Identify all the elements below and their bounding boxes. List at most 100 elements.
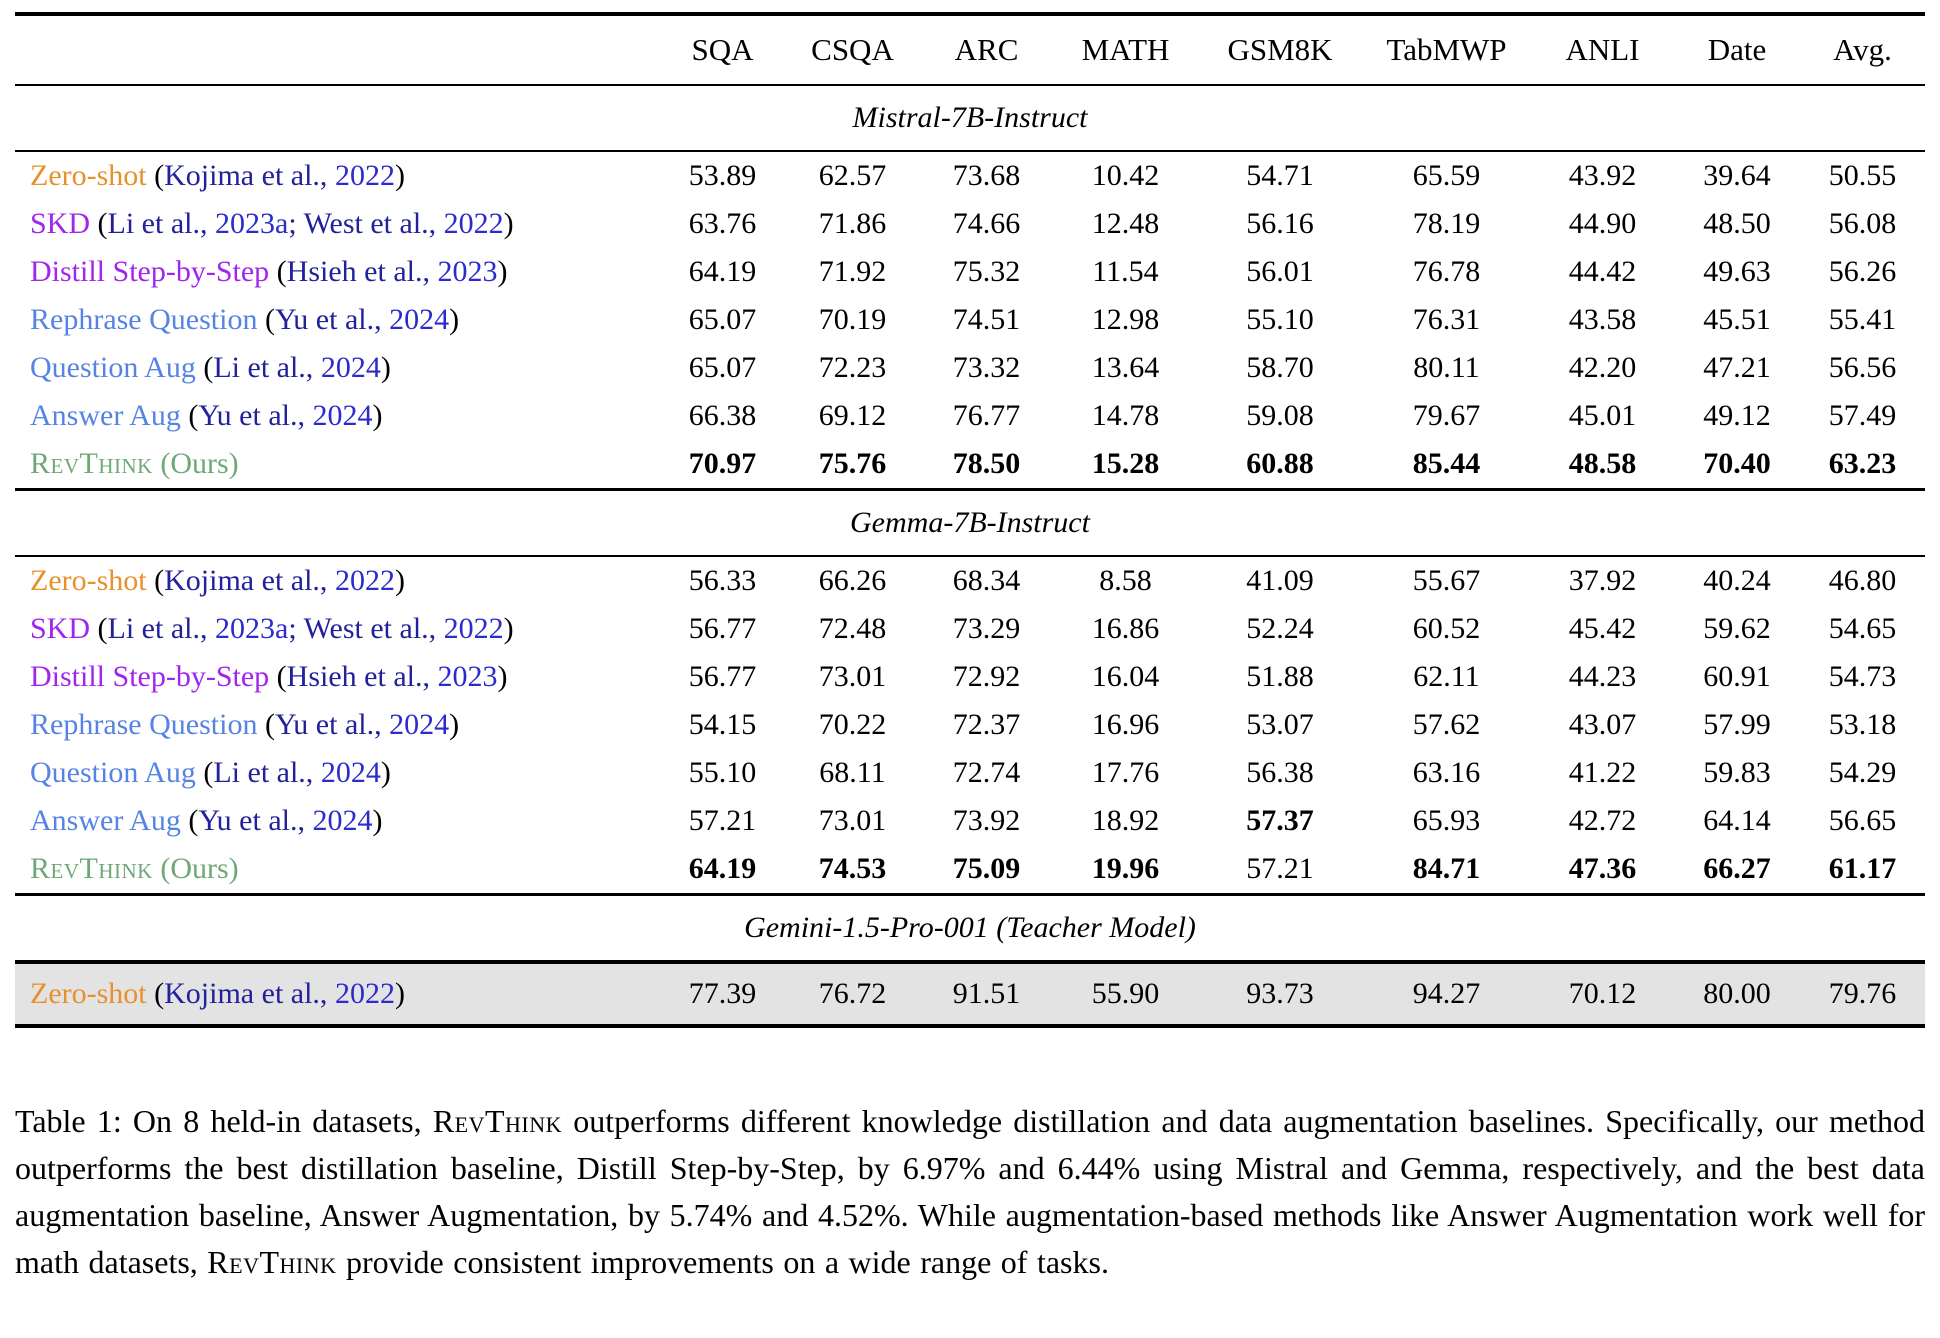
score-cell: 59.83 (1703, 756, 1771, 789)
ours-label: (Ours) (160, 447, 239, 480)
citation-authors: West et al., (303, 612, 444, 645)
score-cell: 65.07 (688, 303, 757, 336)
score-cell: 53.07 (1246, 708, 1314, 741)
score-cell: 76.78 (1412, 255, 1481, 288)
score-cell: 54.29 (1828, 756, 1897, 789)
score-cell: 74.51 (952, 303, 1021, 336)
method-cell: Distill Step-by-Step (Hsieh et al., 2023… (15, 660, 660, 694)
score-cell: 70.97 (688, 447, 757, 480)
score-cell: 79.76 (1828, 977, 1897, 1010)
method-name: Rephrase Question (30, 708, 258, 741)
citation-year-link[interactable]: 2023 (437, 660, 498, 693)
citation-authors: Yu et al., (198, 399, 313, 432)
score-cell: 47.36 (1568, 852, 1637, 885)
method-cell: Answer Aug (Yu et al., 2024) (15, 399, 660, 433)
score-cell: 57.21 (1246, 852, 1314, 885)
score-cell: 48.58 (1568, 447, 1637, 480)
citation-open-paren: ( (97, 207, 108, 240)
caption-text: outperforms different knowledge distilla… (15, 1103, 1926, 1280)
caption-text: provide consistent improvements on a wid… (336, 1244, 1109, 1280)
citation-authors: Li et al., (107, 612, 215, 645)
citation-year-link[interactable]: 2024 (389, 303, 450, 336)
score-cell: 76.31 (1412, 303, 1481, 336)
column-header: GSM8K (1227, 32, 1333, 67)
citation-authors: Hsieh et al., (286, 660, 438, 693)
table-row: Rephrase Question (Yu et al., 2024) 54.15… (15, 701, 1925, 749)
citation-year-link[interactable]: 2022 (334, 564, 395, 597)
citation-year-link[interactable]: 2024 (320, 351, 381, 384)
score-cell: 56.33 (688, 564, 757, 597)
citation-open-paren: ( (264, 303, 275, 336)
table-row: Zero-shot (Kojima et al., 2022) 53.89 62.5… (15, 152, 1925, 200)
citation-separator: ; (288, 207, 304, 240)
citation-year-link[interactable]: 2022 (443, 612, 504, 645)
score-cell: 60.91 (1703, 660, 1771, 693)
citation-authors: Kojima et al., (164, 564, 335, 597)
score-cell: 72.92 (952, 660, 1021, 693)
citation-authors: Yu et al., (274, 303, 390, 336)
method-cell: Distill Step-by-Step (Hsieh et al., 2023… (15, 255, 660, 289)
score-cell: 16.96 (1091, 708, 1160, 741)
table-row: Question Aug (Li et al., 2024) 65.07 72.23… (15, 344, 1925, 392)
score-cell: 65.93 (1412, 804, 1481, 837)
table-row: SKD (Li et al., 2023a; West et al., 2022… (15, 605, 1925, 653)
citation-authors: Kojima et al., (164, 159, 335, 192)
method-name: SKD (30, 207, 91, 240)
citation-year-link[interactable]: 2022 (443, 207, 504, 240)
score-cell: 55.67 (1412, 564, 1481, 597)
method-cell: SKD (Li et al., 2023a; West et al., 2022… (15, 207, 660, 241)
method-cell: Question Aug (Li et al., 2024) (15, 756, 660, 790)
score-cell: 85.44 (1412, 447, 1481, 480)
score-cell: 58.70 (1246, 351, 1314, 384)
citation-open-paren: ( (188, 399, 199, 432)
citation-year-link[interactable]: 2023a (214, 207, 289, 240)
citation-year-link[interactable]: 2024 (312, 399, 373, 432)
score-cell: 56.26 (1828, 255, 1897, 288)
citation-open-paren: ( (188, 804, 199, 837)
score-cell: 73.92 (952, 804, 1021, 837)
score-cell: 56.77 (688, 660, 757, 693)
citation-open-paren: ( (203, 351, 214, 384)
section-title-rule (15, 960, 1925, 964)
score-cell: 94.27 (1412, 977, 1481, 1010)
score-cell: 13.64 (1091, 351, 1160, 384)
table-row: RevThink (Ours) 70.97 75.76 78.50 15.28 60.88… (15, 440, 1925, 488)
method-cell: Rephrase Question (Yu et al., 2024) (15, 708, 660, 742)
citation-close-paren: ) (497, 255, 508, 288)
section-title-rule (15, 150, 1925, 152)
citation-close-paren: ) (503, 612, 514, 645)
citation-year-link[interactable]: 2023a (214, 612, 289, 645)
table-row: Distill Step-by-Step (Hsieh et al., 2023… (15, 248, 1925, 296)
citation-year-link[interactable]: 2024 (389, 708, 450, 741)
score-cell: 41.09 (1246, 564, 1314, 597)
score-cell: 16.86 (1091, 612, 1160, 645)
citation-year-link[interactable]: 2022 (334, 977, 395, 1010)
method-name: Question Aug (30, 756, 196, 789)
citation-year-link[interactable]: 2022 (334, 159, 395, 192)
section-title-rule (15, 555, 1925, 557)
method-cell: Answer Aug (Yu et al., 2024) (15, 804, 660, 838)
score-cell: 40.24 (1703, 564, 1771, 597)
citation-open-paren: ( (276, 255, 287, 288)
score-cell: 53.89 (688, 159, 757, 192)
score-cell: 57.62 (1412, 708, 1481, 741)
citation-year-link[interactable]: 2024 (312, 804, 373, 837)
score-cell: 63.76 (688, 207, 757, 240)
score-cell: 75.09 (952, 852, 1021, 885)
method-name: Zero-shot (30, 977, 147, 1010)
score-cell: 45.01 (1568, 399, 1637, 432)
score-cell: 53.18 (1828, 708, 1897, 741)
score-cell: 74.66 (952, 207, 1021, 240)
citation-year-link[interactable]: 2024 (320, 756, 381, 789)
score-cell: 56.16 (1246, 207, 1314, 240)
score-cell: 73.01 (818, 660, 887, 693)
score-cell: 63.23 (1828, 447, 1897, 480)
score-cell: 65.07 (688, 351, 757, 384)
citation-year-link[interactable]: 2023 (437, 255, 498, 288)
score-cell: 73.32 (952, 351, 1021, 384)
score-cell: 37.92 (1568, 564, 1637, 597)
score-cell: 80.11 (1413, 351, 1480, 384)
table-row: Question Aug (Li et al., 2024) 55.10 68.11… (15, 749, 1925, 797)
score-cell: 14.78 (1091, 399, 1160, 432)
table-row: SKD (Li et al., 2023a; West et al., 2022… (15, 200, 1925, 248)
